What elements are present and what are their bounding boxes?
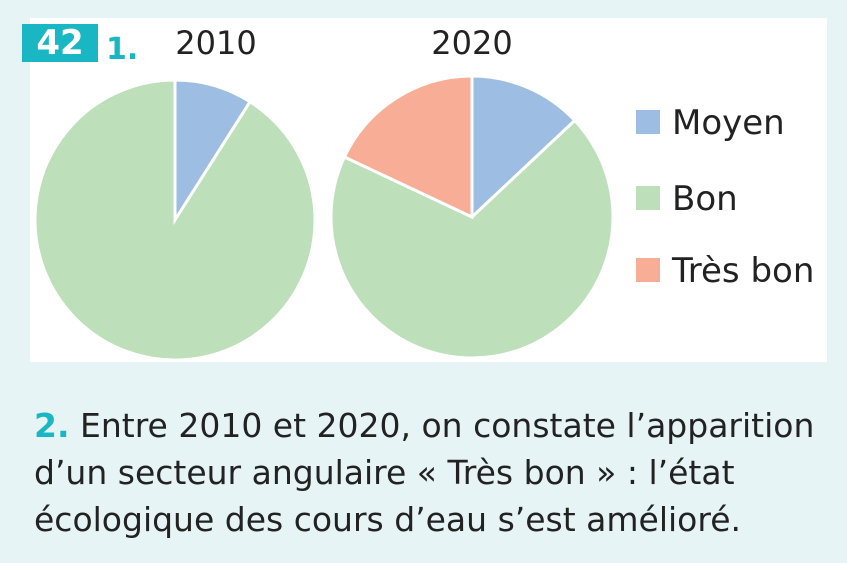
pie-slice-2020-bon	[329, 118, 615, 360]
pie-slice-2020-moyen	[470, 74, 577, 221]
legend: Moyen Bon Très bon	[636, 103, 814, 291]
exercise-number-badge: 42	[22, 24, 98, 62]
pie-2020	[329, 74, 615, 360]
answer-paragraph: 2. Entre 2010 et 2020, on constate l’app…	[34, 402, 824, 543]
legend-label-bon: Bon	[672, 179, 738, 219]
part-1-label: 1.	[106, 32, 139, 67]
chart-2020-title: 2020	[431, 24, 512, 62]
answer-text: Entre 2010 et 2020, on constate l’appari…	[34, 406, 815, 539]
part-2-label: 2.	[34, 406, 70, 445]
legend-swatch-moyen	[636, 110, 660, 134]
pie-slice-2020-tres-bon	[342, 74, 474, 220]
legend-swatch-bon	[636, 186, 660, 210]
legend-label-tres-bon: Très bon	[671, 251, 814, 291]
pie-slice-2010-bon	[33, 78, 317, 362]
pie-slice-2010-moyen	[173, 78, 253, 226]
legend-swatch-tres-bon	[636, 258, 660, 282]
chart-2010-title: 2010	[175, 24, 256, 62]
pie-2010	[33, 78, 317, 362]
legend-label-moyen: Moyen	[672, 103, 785, 143]
